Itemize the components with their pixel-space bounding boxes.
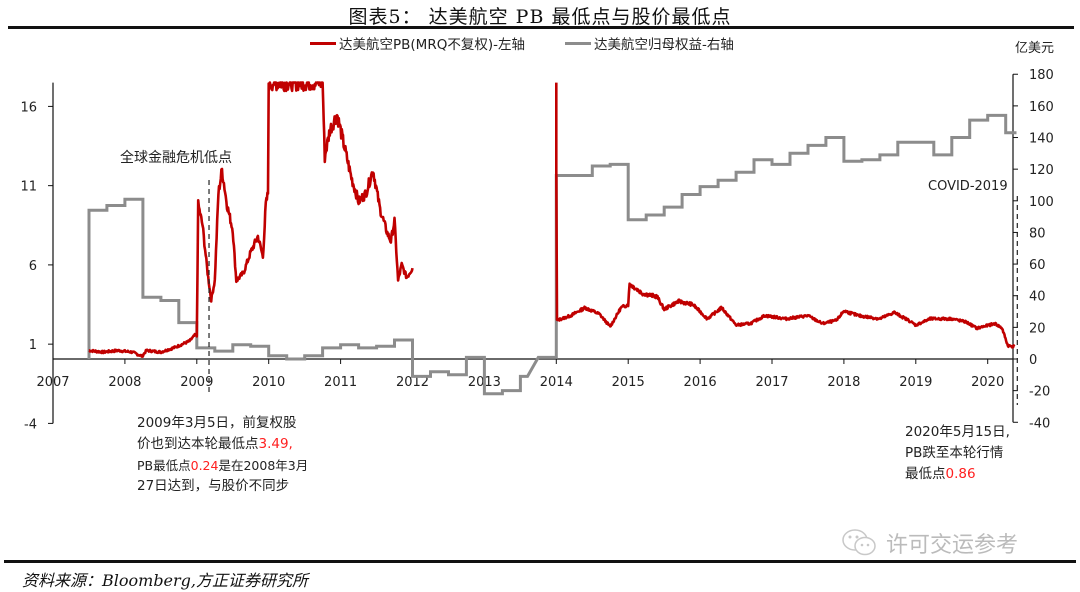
note-2009-line3-suffix: 是在2008年3月 bbox=[218, 458, 309, 473]
x-axis-tick-label: 2017 bbox=[755, 375, 788, 390]
watermark-text: 许可交运参考 bbox=[886, 533, 1019, 558]
legend: 达美航空PB(MRQ不复权)-左轴 达美航空归母权益-右轴 bbox=[310, 33, 734, 53]
right-axis-tick-label: 0 bbox=[1029, 353, 1037, 368]
left-axis-tick-label: 16 bbox=[20, 100, 37, 115]
source-note: 资料来源：Bloomberg,方正证券研究所 bbox=[22, 571, 309, 590]
right-axis-tick-label: 160 bbox=[1029, 100, 1054, 115]
note-2009-line2: 价也到达本轮最低点3.49, bbox=[137, 434, 308, 455]
chart-plot: 16 11 6 1 -4 180 160 140 120 100 80 60 40 20 0 -20 -40 20… bbox=[20, 68, 1053, 432]
x-axis-tick-label: 2007 bbox=[36, 375, 69, 390]
note-2009-line3: PB最低点0.24是在2008年3月 bbox=[137, 455, 308, 476]
right-axis-tick-label: -40 bbox=[1029, 416, 1050, 431]
left-axis-tick-label: 11 bbox=[20, 180, 37, 195]
legend-item-equity: 达美航空归母权益-右轴 bbox=[564, 33, 734, 53]
x-axis-tick-label: 2010 bbox=[252, 375, 285, 390]
chart-title: 图表5： 达美航空 PB 最低点与股价最低点 bbox=[348, 6, 732, 28]
equity-series-line bbox=[87, 113, 1017, 396]
note-2009-price-low: 3.49, bbox=[258, 436, 293, 452]
note-2020-pb-low: 0.86 bbox=[945, 466, 976, 482]
x-axis-tick-label: 2008 bbox=[108, 375, 141, 390]
pb-series-line-2 bbox=[554, 82, 1016, 349]
legend-item-pb: 达美航空PB(MRQ不复权)-左轴 bbox=[310, 33, 525, 53]
legend-swatch-pb bbox=[310, 41, 336, 45]
note-2020: 2020年5月15日, PB跌至本轮行情 最低点0.86 bbox=[905, 422, 1010, 485]
note-2020-line1: 2020年5月15日, bbox=[905, 424, 1010, 440]
legend-swatch-equity bbox=[564, 41, 591, 45]
covid-label: COVID-2019 bbox=[928, 179, 1008, 194]
right-axis-tick-label: -20 bbox=[1029, 385, 1050, 400]
x-axis-tick-label: 2016 bbox=[684, 375, 717, 390]
crisis-label: 全球金融危机低点 bbox=[120, 150, 232, 166]
right-axis-tick-label: 80 bbox=[1029, 226, 1046, 241]
right-axis-tick-label: 120 bbox=[1029, 163, 1054, 178]
x-axis-tick-label: 2015 bbox=[612, 375, 645, 390]
note-2009: 2009年3月5日，前复权股 价也到达本轮最低点3.49, PB最低点0.24是… bbox=[137, 413, 308, 497]
x-axis-tick-label: 2012 bbox=[396, 375, 429, 390]
x-axis-tick-label: 2014 bbox=[540, 375, 573, 390]
right-axis-tick-label: 40 bbox=[1029, 290, 1046, 305]
wechat-icon bbox=[842, 529, 876, 556]
note-2009-line4: 27日达到，与股价不同步 bbox=[137, 478, 290, 494]
left-axis-tick-label: -4 bbox=[24, 417, 37, 432]
pb-series-line bbox=[88, 81, 414, 358]
x-axis-tick-label: 2019 bbox=[899, 375, 932, 390]
legend-label-pb: 达美航空PB(MRQ不复权)-左轴 bbox=[339, 37, 525, 53]
x-axis-tick-label: 2018 bbox=[827, 375, 860, 390]
top-rule bbox=[8, 26, 1074, 29]
legend-label-equity: 达美航空归母权益-右轴 bbox=[593, 37, 734, 53]
chart-annotations bbox=[208, 180, 1018, 405]
note-2009-line2-text: 价也到达本轮最低点 bbox=[137, 436, 259, 452]
watermark: 许可交运参考 bbox=[840, 527, 1018, 559]
x-axis-tick-label: 2011 bbox=[324, 375, 357, 390]
note-2009-pb-low: 0.24 bbox=[190, 458, 219, 473]
right-axis-tick-label: 20 bbox=[1029, 321, 1046, 336]
note-2009-line3-text: PB最低点 bbox=[137, 458, 191, 473]
chart-series bbox=[87, 81, 1017, 396]
left-axis-tick-label: 1 bbox=[29, 338, 37, 353]
right-axis-tick-label: 140 bbox=[1029, 132, 1054, 147]
x-axis-tick-label: 2020 bbox=[971, 375, 1004, 390]
bottom-rule bbox=[4, 560, 1076, 563]
note-2020-line3-text: 最低点 bbox=[905, 466, 946, 482]
x-axis-tick-label: 2009 bbox=[180, 375, 213, 390]
right-axis-unit: 亿美元 bbox=[1015, 41, 1055, 56]
chart-axes: 16 11 6 1 -4 180 160 140 120 100 80 60 40 20 0 -20 -40 20… bbox=[20, 68, 1053, 432]
note-2009-line1: 2009年3月5日，前复权股 bbox=[137, 415, 297, 431]
left-axis-tick-label: 6 bbox=[29, 259, 37, 274]
note-2020-line2: PB跌至本轮行情 bbox=[905, 445, 1004, 461]
right-axis-tick-label: 60 bbox=[1029, 258, 1046, 273]
note-2020-line3: 最低点0.86 bbox=[905, 464, 1010, 485]
right-axis-tick-label: 180 bbox=[1029, 68, 1054, 83]
right-axis-tick-label: 100 bbox=[1029, 195, 1054, 210]
